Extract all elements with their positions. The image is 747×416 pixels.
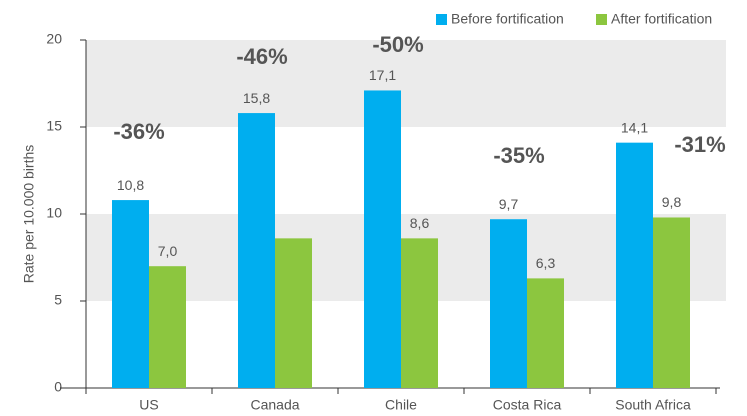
y-tick-label: 10	[46, 205, 62, 221]
x-tick-label: Canada	[250, 397, 299, 413]
bar	[527, 278, 564, 388]
y-tick-label: 0	[54, 379, 62, 395]
x-tick-label: Chile	[385, 397, 417, 413]
background-band	[86, 40, 726, 127]
bar	[364, 90, 401, 389]
legend-swatch	[596, 14, 607, 25]
legend-swatch	[436, 14, 447, 25]
legend-label: After fortification	[611, 11, 712, 27]
data-label: 9,8	[662, 194, 682, 210]
annotation: -31%	[674, 132, 725, 157]
data-label: 7,0	[158, 243, 178, 259]
bar	[112, 200, 149, 388]
annotation: -35%	[493, 143, 544, 168]
annotation: -46%	[236, 44, 287, 69]
x-tick-label: Costa Rica	[493, 397, 562, 413]
data-label: 17,1	[369, 67, 396, 83]
bar	[653, 217, 690, 388]
data-label: 15,8	[243, 90, 270, 106]
y-tick-label: 5	[54, 292, 62, 308]
x-tick-label: South Africa	[615, 397, 691, 413]
annotation: -50%	[372, 32, 423, 57]
y-axis-label: Rate per 10.000 births	[21, 145, 37, 284]
data-label: 6,3	[536, 255, 556, 271]
bar	[490, 219, 527, 388]
bar	[401, 238, 438, 388]
bar	[149, 266, 186, 388]
data-label: 9,7	[499, 196, 519, 212]
bar	[238, 113, 275, 388]
data-label: 14,1	[621, 119, 648, 135]
y-tick-label: 15	[46, 118, 62, 134]
data-label: 8,6	[410, 215, 430, 231]
bar	[275, 238, 312, 388]
data-label: 10,8	[117, 177, 144, 193]
x-tick-label: US	[139, 397, 158, 413]
legend-label: Before fortification	[451, 11, 564, 27]
bar	[616, 142, 653, 388]
annotation: -36%	[113, 119, 164, 144]
y-tick-label: 20	[46, 31, 62, 47]
